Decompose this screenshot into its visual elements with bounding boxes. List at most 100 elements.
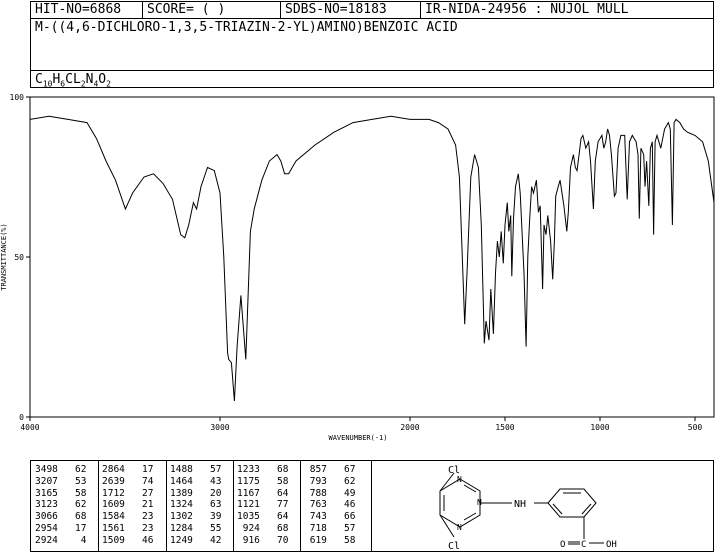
y-tick-label: 50 (14, 253, 24, 262)
peak-wavenumber: 1121 (237, 499, 260, 511)
peak-row: 1302 39 (170, 511, 222, 523)
peak-wavenumber: 3123 (35, 499, 58, 511)
peak-transmittance: 62 (57, 464, 87, 475)
peak-row: 788 49 (304, 488, 356, 500)
peak-row: 1464 43 (170, 476, 222, 488)
peak-row: 857 67 (304, 464, 356, 476)
peak-row: 3123 62 (35, 499, 87, 511)
y-tick-label: 0 (19, 413, 24, 422)
peak-table-separator (300, 461, 301, 551)
peak-wavenumber: 3498 (35, 464, 58, 475)
x-tick-label: 3000 (210, 423, 229, 432)
peak-wavenumber: 1167 (237, 487, 260, 499)
peak-wavenumber: 1509 (102, 534, 125, 546)
x-tick-label: 2000 (400, 423, 419, 432)
peak-wavenumber: 1302 (170, 511, 193, 523)
peak-transmittance: 77 (259, 499, 289, 511)
peak-transmittance: 58 (326, 534, 356, 546)
peak-row: 763 46 (304, 499, 356, 511)
peak-row: 3498 62 (35, 464, 87, 476)
peak-row: 1035 64 (237, 511, 289, 523)
peak-row: 1167 64 (237, 488, 289, 500)
peak-table-separator (166, 461, 167, 551)
triazine-ring (439, 478, 481, 528)
hit-no: HIT-NO=6868 (31, 2, 143, 18)
peak-row: 924 68 (237, 523, 289, 535)
peak-wavenumber: 1284 (170, 522, 193, 534)
peak-row: 1609 21 (102, 499, 154, 511)
nh-label: NH (514, 499, 526, 510)
peak-wavenumber: 1584 (102, 511, 125, 523)
peak-wavenumber: 1233 (237, 464, 260, 475)
score: SCORE= ( ) (143, 2, 281, 18)
spectrum-line (29, 115, 715, 402)
peak-row: 3165 58 (35, 488, 87, 500)
peak-row: 3066 68 (35, 511, 87, 523)
peak-transmittance: 68 (259, 522, 289, 534)
peak-transmittance: 62 (326, 475, 356, 487)
structure-diagram: N N N Cl Cl NH O C OH (439, 465, 617, 552)
peak-transmittance: 64 (259, 511, 289, 523)
peak-wavenumber: 2864 (102, 464, 125, 475)
structure-box: N N N Cl Cl NH O C OH (371, 460, 714, 552)
peak-transmittance: 49 (326, 487, 356, 499)
hydroxyl-oh: OH (606, 540, 617, 550)
peak-transmittance: 27 (124, 487, 154, 499)
compound-name: M-((4,6-DICHLORO-1,3,5-TRIAZIN-2-YL)AMIN… (35, 20, 458, 35)
peak-transmittance: 43 (192, 475, 222, 487)
peak-table: 3498 62 3207 53 3165 58 3123 62 3066 68 2954 … (30, 460, 372, 552)
peak-transmittance: 58 (57, 487, 87, 499)
peak-row: 1389 20 (170, 488, 222, 500)
peak-wavenumber: 2639 (102, 475, 125, 487)
peak-row: 1233 68 (237, 464, 289, 476)
peak-wavenumber: 619 (304, 534, 327, 546)
benzene-ring (547, 488, 597, 518)
peak-transmittance: 64 (259, 487, 289, 499)
peak-transmittance: 57 (326, 522, 356, 534)
carbonyl-o: O (560, 540, 565, 550)
peak-transmittance: 74 (124, 475, 154, 487)
formula-divider (31, 70, 713, 71)
ring-n-label: N (477, 498, 482, 507)
peak-wavenumber: 1464 (170, 475, 193, 487)
peak-transmittance: 66 (326, 511, 356, 523)
peak-row: 1488 57 (170, 464, 222, 476)
peak-row: 1509 46 (102, 535, 154, 547)
peak-transmittance: 23 (124, 511, 154, 523)
peak-table-column: 1233 68 1175 58 1167 64 1121 77 1035 64 924 … (237, 464, 289, 547)
peak-wavenumber: 2954 (35, 522, 58, 534)
peak-transmittance: 39 (192, 511, 222, 523)
ir-id: IR-NIDA-24956 : NUJOL MULL (425, 2, 629, 17)
peak-transmittance: 42 (192, 534, 222, 546)
benzene-double-bond (581, 503, 592, 515)
peak-wavenumber: 1488 (170, 464, 193, 475)
ir-spectrum-chart: 0 50 100 4000 3000 2000 1500 1000 500 TRANSMITT… (0, 93, 715, 442)
peak-transmittance: 62 (57, 499, 87, 511)
peak-row: 1561 23 (102, 523, 154, 535)
bond-to-cl-top (439, 472, 455, 492)
peak-row: 619 58 (304, 535, 356, 547)
compound-box: M-((4,6-DICHLORO-1,3,5-TRIAZIN-2-YL)AMIN… (30, 18, 714, 89)
ring-n-label: N (457, 475, 462, 484)
peak-wavenumber: 3165 (35, 487, 58, 499)
x-axis-label: WAVENUMBER(-1) (328, 434, 387, 442)
peak-row: 1324 63 (170, 499, 222, 511)
peak-wavenumber: 1389 (170, 487, 193, 499)
peak-table-column: 3498 62 3207 53 3165 58 3123 62 3066 68 2954 … (35, 464, 87, 547)
chlorine-bottom: Cl (448, 541, 460, 552)
chlorine-top: Cl (448, 465, 460, 476)
peak-row: 2924 4 (35, 535, 87, 547)
peak-row: 2954 17 (35, 523, 87, 535)
peak-wavenumber: 718 (304, 522, 327, 534)
peak-table-column: 1488 57 1464 43 1389 20 1324 63 1302 39 1284 … (170, 464, 222, 547)
carboxyl-c: C (581, 540, 586, 550)
peak-table-column: 2864 17 2639 74 1712 27 1609 21 1584 23 1561 … (102, 464, 154, 547)
x-tick-label: 4000 (20, 423, 39, 432)
peak-transmittance: 20 (192, 487, 222, 499)
peak-row: 2639 74 (102, 476, 154, 488)
ring-n-label: N (457, 523, 462, 532)
peak-transmittance: 21 (124, 499, 154, 511)
peak-transmittance: 53 (57, 475, 87, 487)
ring-double-bond-1 (463, 484, 477, 493)
peak-row: 1284 55 (170, 523, 222, 535)
